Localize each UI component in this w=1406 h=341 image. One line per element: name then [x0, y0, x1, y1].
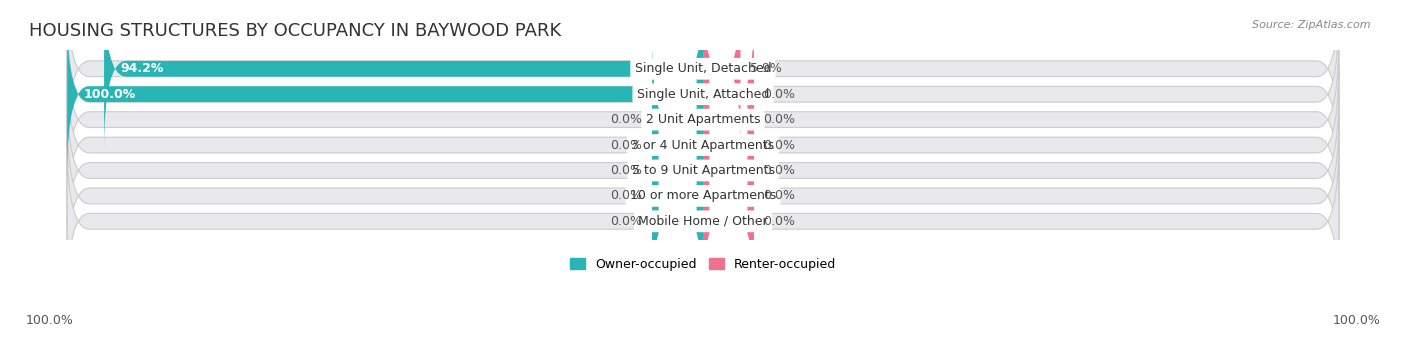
FancyBboxPatch shape — [67, 115, 1339, 277]
Text: 5 to 9 Unit Apartments: 5 to 9 Unit Apartments — [631, 164, 775, 177]
FancyBboxPatch shape — [703, 0, 741, 150]
Text: 0.0%: 0.0% — [763, 113, 796, 126]
FancyBboxPatch shape — [67, 64, 1339, 226]
Text: 0.0%: 0.0% — [610, 189, 643, 203]
FancyBboxPatch shape — [652, 115, 703, 277]
FancyBboxPatch shape — [67, 13, 1339, 175]
Legend: Owner-occupied, Renter-occupied: Owner-occupied, Renter-occupied — [565, 253, 841, 276]
Text: 94.2%: 94.2% — [120, 62, 163, 75]
FancyBboxPatch shape — [652, 140, 703, 302]
Text: 0.0%: 0.0% — [610, 113, 643, 126]
FancyBboxPatch shape — [67, 0, 1339, 150]
FancyBboxPatch shape — [67, 13, 703, 175]
Text: 0.0%: 0.0% — [763, 215, 796, 228]
Text: 0.0%: 0.0% — [763, 88, 796, 101]
Text: 100.0%: 100.0% — [25, 314, 73, 327]
Text: Mobile Home / Other: Mobile Home / Other — [638, 215, 768, 228]
Text: 10 or more Apartments: 10 or more Apartments — [630, 189, 776, 203]
Text: 0.0%: 0.0% — [763, 189, 796, 203]
FancyBboxPatch shape — [703, 39, 754, 201]
Text: 2 Unit Apartments: 2 Unit Apartments — [645, 113, 761, 126]
FancyBboxPatch shape — [703, 64, 754, 226]
FancyBboxPatch shape — [104, 0, 703, 150]
FancyBboxPatch shape — [652, 39, 703, 201]
Text: 0.0%: 0.0% — [610, 164, 643, 177]
FancyBboxPatch shape — [703, 140, 754, 302]
Text: HOUSING STRUCTURES BY OCCUPANCY IN BAYWOOD PARK: HOUSING STRUCTURES BY OCCUPANCY IN BAYWO… — [30, 22, 561, 40]
FancyBboxPatch shape — [652, 89, 703, 252]
FancyBboxPatch shape — [652, 64, 703, 226]
Text: 0.0%: 0.0% — [763, 164, 796, 177]
Text: 0.0%: 0.0% — [610, 138, 643, 151]
Text: 0.0%: 0.0% — [610, 215, 643, 228]
FancyBboxPatch shape — [67, 89, 1339, 252]
Text: 5.9%: 5.9% — [749, 62, 782, 75]
Text: 100.0%: 100.0% — [1333, 314, 1381, 327]
Text: 0.0%: 0.0% — [763, 138, 796, 151]
FancyBboxPatch shape — [67, 39, 1339, 201]
Text: 3 or 4 Unit Apartments: 3 or 4 Unit Apartments — [631, 138, 775, 151]
Text: Single Unit, Attached: Single Unit, Attached — [637, 88, 769, 101]
FancyBboxPatch shape — [67, 140, 1339, 302]
Text: 100.0%: 100.0% — [83, 88, 135, 101]
FancyBboxPatch shape — [703, 115, 754, 277]
Text: Source: ZipAtlas.com: Source: ZipAtlas.com — [1253, 20, 1371, 30]
Text: Single Unit, Detached: Single Unit, Detached — [634, 62, 772, 75]
FancyBboxPatch shape — [703, 89, 754, 252]
FancyBboxPatch shape — [703, 13, 754, 175]
